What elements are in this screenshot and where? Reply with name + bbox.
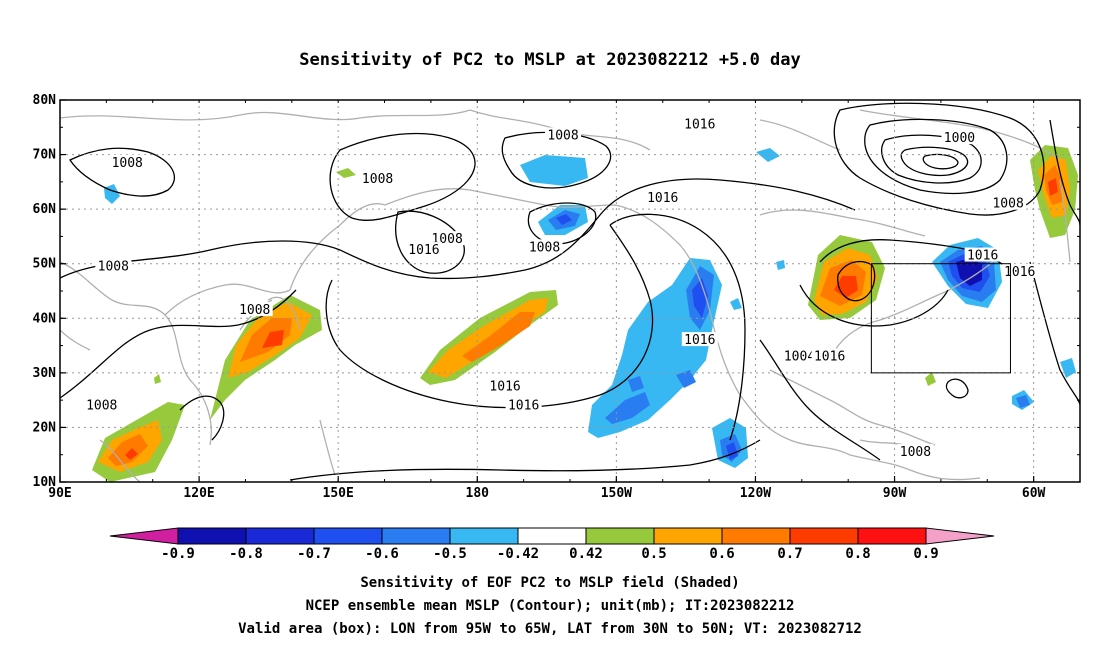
colorbar-label: -0.8 xyxy=(229,546,263,562)
y-tick-label: 50N xyxy=(33,257,57,272)
contour-label-bg xyxy=(941,130,978,145)
y-tick-label: 40N xyxy=(33,311,57,326)
colorbar-label: -0.7 xyxy=(297,546,331,562)
colorbar-segment xyxy=(721,527,791,545)
colorbar-segment xyxy=(245,527,315,545)
colorbar-label: -0.6 xyxy=(365,546,399,562)
colorbar-segment xyxy=(177,527,247,545)
caption-contour: NCEP ensemble mean MSLP (Contour); unit(… xyxy=(305,598,795,614)
colorbar-segment xyxy=(381,527,451,545)
colorbar-segment xyxy=(653,527,723,545)
contour-labels: 1008 1008 1008 1016 1000 1008 1016 1008 1008 1016… xyxy=(83,116,1038,460)
contour-label: 1016 xyxy=(967,249,998,264)
contour-label-bg xyxy=(83,397,120,412)
x-tick-label: 150W xyxy=(601,486,632,501)
contour-label-bg xyxy=(109,154,146,169)
contour-label-bg xyxy=(644,190,681,205)
colorbar-segment xyxy=(789,527,859,545)
contour-label-bg xyxy=(429,231,466,246)
contour-label-bg xyxy=(681,332,718,347)
colorbar: -0.9 -0.8 -0.7 -0.6 -0.5 -0.42 0.42 0.5 0.6 0.7 0.… xyxy=(109,527,995,562)
y-tick-label: 60N xyxy=(33,202,57,217)
colorbar-label: 0.5 xyxy=(641,546,666,562)
contour-label: 1016 xyxy=(814,349,845,364)
contour-label-bg xyxy=(405,242,442,257)
contour-label-bg xyxy=(811,348,848,363)
contour-label: 1004 xyxy=(784,349,815,364)
colorbar-label: 0.6 xyxy=(709,546,734,562)
colorbar-segment xyxy=(857,527,927,545)
colorbar-segment xyxy=(585,527,655,545)
contour-label: 1016 xyxy=(1004,265,1035,280)
valid-area-box xyxy=(870,263,1011,374)
contour-label-bg xyxy=(897,443,934,458)
x-tick-label: 90E xyxy=(48,486,71,501)
contour-label: 1008 xyxy=(98,259,129,274)
contour-label: 1008 xyxy=(362,172,393,187)
contour-label-bg xyxy=(236,302,273,317)
contour-label: 1008 xyxy=(529,240,560,255)
coastlines xyxy=(60,109,1071,482)
y-axis: 80N 70N 60N 50N 40N 30N 20N 10N xyxy=(33,93,1080,490)
contour-label: 1016 xyxy=(408,243,439,258)
contour-label: 1016 xyxy=(489,380,520,395)
contour-label: 1008 xyxy=(547,128,578,143)
caption-shaded: Sensitivity of EOF PC2 to MSLP field (Sh… xyxy=(360,575,740,591)
contour-label-bg xyxy=(505,397,542,412)
contour-label-bg xyxy=(681,116,718,131)
contour-label: 1016 xyxy=(684,333,715,348)
contour-label-bg xyxy=(964,247,1001,262)
caption-valid-area: Valid area (box): LON from 95W to 65W, L… xyxy=(238,621,862,637)
contour-label-bg xyxy=(781,348,818,363)
y-tick-label: 20N xyxy=(33,420,57,435)
colorbar-left-extension xyxy=(109,527,179,545)
x-tick-label: 120W xyxy=(740,486,771,501)
colorbar-label: -0.42 xyxy=(497,546,539,562)
x-tick-label: 120E xyxy=(183,486,214,501)
x-tick-label: 180 xyxy=(466,486,490,501)
colorbar-label: -0.9 xyxy=(161,546,195,562)
contour-label-bg xyxy=(359,171,396,186)
contour-label: 1008 xyxy=(992,197,1023,212)
contour-label: 1000 xyxy=(944,131,975,146)
y-tick-label: 10N xyxy=(33,475,57,490)
x-tick-label: 90W xyxy=(883,486,907,501)
contour-label-bg xyxy=(990,195,1027,210)
colorbar-label: -0.5 xyxy=(433,546,467,562)
colorbar-right-extension xyxy=(925,527,995,545)
contour-label: 1016 xyxy=(647,191,678,206)
contour-label: 1008 xyxy=(900,445,931,460)
chart-title: Sensitivity of PC2 to MSLP at 2023082212… xyxy=(299,50,801,70)
contour-label-bg xyxy=(526,239,563,254)
colorbar-segment xyxy=(449,527,519,545)
x-tick-label: 60W xyxy=(1022,486,1046,501)
contour-label: 1008 xyxy=(86,399,117,414)
contour-label: 1016 xyxy=(684,118,715,133)
colorbar-segment xyxy=(313,527,383,545)
contour-label: 1008 xyxy=(239,303,270,318)
contour-label-bg xyxy=(487,378,524,393)
contour-label-bg xyxy=(545,127,582,142)
x-axis: 90E 120E 150E 180 150W 120W 90W 60W xyxy=(48,100,1081,501)
colorbar-segment xyxy=(517,527,587,545)
y-tick-label: 80N xyxy=(33,93,57,108)
contour-label-bg xyxy=(95,258,132,273)
colorbar-label: 0.9 xyxy=(913,546,938,562)
colorbar-label: 0.42 xyxy=(569,546,603,562)
y-tick-label: 30N xyxy=(33,366,57,381)
contour-label: 1008 xyxy=(112,156,143,171)
y-tick-label: 70N xyxy=(33,148,57,163)
colorbar-label: 0.8 xyxy=(845,546,870,562)
grid-lines xyxy=(60,100,1080,482)
x-tick-label: 150E xyxy=(323,486,354,501)
colorbar-label: 0.7 xyxy=(777,546,802,562)
contour-label: 1016 xyxy=(508,399,539,414)
